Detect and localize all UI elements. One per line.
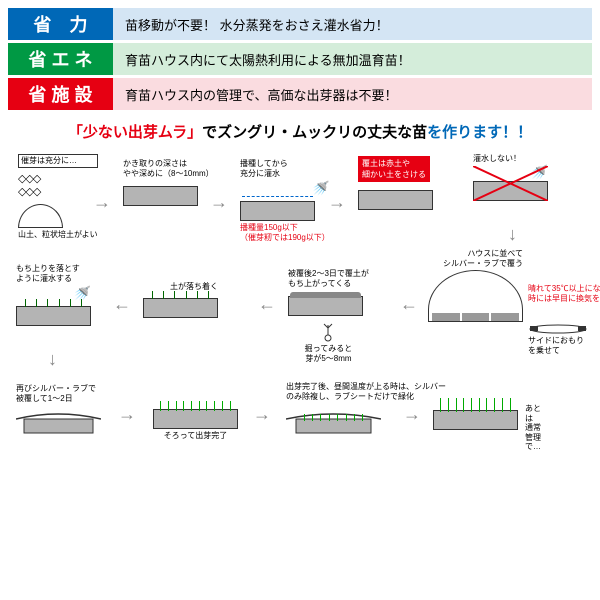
seeds-icon: ◇◇◇◇◇◇	[18, 172, 98, 198]
feature-label: 省 力	[8, 8, 113, 40]
feature-label: 省 施 設	[8, 78, 113, 110]
arrow-icon: ↓	[48, 349, 57, 370]
step-no-water: 灌水しない！ 🚿	[473, 154, 548, 201]
step-cover-soil: 覆土は赤土や 細かい土をさける	[358, 156, 433, 210]
headline-part4: を作ります！！	[427, 124, 532, 141]
arrow-icon: →	[403, 404, 421, 425]
sprout-icon	[288, 320, 369, 344]
headline-part2: で	[202, 124, 217, 141]
greenhouse-icon	[428, 270, 523, 330]
arrow-icon: →	[93, 192, 111, 213]
headline-part3: ズングリ・ムックリの丈夫な苗	[217, 124, 427, 141]
step-greenhouse: ハウスに並べて シルバー・ラブで覆う 晴れて35℃以上になる 時には早目に換気を…	[428, 249, 523, 330]
step-depth: かき取りの深さは やや深めに（8～10mm）	[123, 159, 214, 206]
feature-text: 苗移動が不要！ 水分蒸発をおさえ灌水省力！	[113, 8, 592, 40]
step-water: 播種してから 充分に灌水 🚿 播種量150g以下 （催芽籾では190g以下）	[240, 159, 330, 242]
step-green: 出芽完了後、昼間温度が上る時は、シルバー のみ除複し、ラブシートだけで緑化	[286, 382, 446, 435]
feature-row: 省 エ ネ育苗ハウス内にて太陽熱利用による無加温育苗！	[8, 43, 592, 75]
watering-can-icon: 🚿	[240, 180, 330, 197]
step-seeds: 催芽は充分に… ◇◇◇◇◇◇ 山土、粒状培土がよい	[18, 154, 98, 239]
arrow-icon: →	[210, 192, 228, 213]
covered-tray-icon	[16, 407, 101, 435]
step-sprout-done: そろって出芽完了	[153, 399, 238, 441]
arrow-icon: →	[253, 404, 271, 425]
arrow-icon: →	[328, 192, 346, 213]
cross-out-icon	[473, 166, 548, 201]
step-final: あとは 通常管理で…	[433, 396, 518, 430]
headline-part1: 「少ない出芽ムラ」	[68, 124, 202, 141]
feature-row: 省 施 設育苗ハウス内の管理で、高価な出芽器は不要！	[8, 78, 592, 110]
arrow-icon: ←	[400, 294, 418, 315]
flat-cover-icon	[528, 319, 588, 334]
step-water-down: もち上りを落とす ように灌水する 🚿	[16, 264, 91, 326]
step-soil-settle: 土が落ち着く	[143, 282, 218, 318]
soil-mound-icon	[18, 204, 63, 228]
features-list: 省 力苗移動が不要！ 水分蒸発をおさえ灌水省力！省 エ ネ育苗ハウス内にて太陽熱…	[8, 8, 592, 110]
feature-text: 育苗ハウス内にて太陽熱利用による無加温育苗！	[113, 43, 592, 75]
arrow-icon: ←	[258, 294, 276, 315]
arrow-icon: →	[118, 404, 136, 425]
step-recover: 再びシルバー・ラブで 被覆して1～2日	[16, 384, 101, 435]
feature-row: 省 力苗移動が不要！ 水分蒸発をおさえ灌水省力！	[8, 8, 592, 40]
arrow-icon: ↓	[508, 224, 517, 245]
process-diagram: 催芽は充分に… ◇◇◇◇◇◇ 山土、粒状培土がよい → かき取りの深さは やや深…	[8, 154, 592, 534]
arrow-icon: ←	[113, 294, 131, 315]
step-soil-rise: 被覆後2～3日で覆土が もち上がってくる 掘ってみると 芽が5～8mm	[288, 269, 369, 363]
feature-text: 育苗ハウス内の管理で、高価な出芽器は不要！	[113, 78, 592, 110]
headline: 「少ない出芽ムラ」でズングリ・ムックリの丈夫な苗を作ります！！	[8, 113, 592, 154]
feature-label: 省 エ ネ	[8, 43, 113, 75]
